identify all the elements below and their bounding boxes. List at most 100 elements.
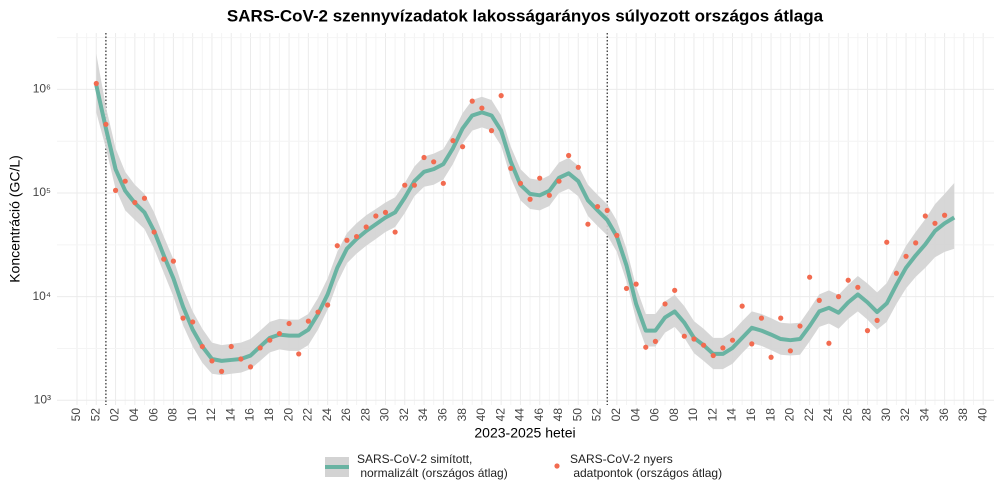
x-tick-label: 12 xyxy=(204,408,218,422)
raw-point xyxy=(585,221,591,227)
x-tick-label: 14 xyxy=(725,408,739,422)
raw-point xyxy=(421,154,427,161)
x-tick-label: 52 xyxy=(590,408,604,422)
raw-point xyxy=(681,333,687,339)
raw-point xyxy=(701,342,707,348)
raw-point xyxy=(257,345,263,351)
raw-point xyxy=(440,180,446,186)
y-axis-title: Koncentráció (GC/L) xyxy=(7,155,23,283)
raw-point xyxy=(797,323,803,329)
raw-point xyxy=(479,105,485,111)
raw-point xyxy=(103,121,109,127)
raw-point xyxy=(527,196,533,202)
x-tick-label: 16 xyxy=(243,408,257,422)
x-tick-label: 06 xyxy=(648,408,662,422)
x-tick-label: 30 xyxy=(378,408,392,422)
x-tick-label: 14 xyxy=(223,408,237,422)
raw-point xyxy=(276,330,283,337)
raw-point xyxy=(122,178,128,184)
raw-point xyxy=(826,340,832,346)
raw-point xyxy=(729,337,736,343)
x-tick-label: 44 xyxy=(513,408,527,422)
raw-point xyxy=(835,294,842,300)
x-axis-title: 2023-2025 hetei xyxy=(474,425,575,441)
raw-point xyxy=(209,358,215,364)
x-tick-label: 26 xyxy=(840,408,854,422)
raw-point xyxy=(488,128,495,134)
x-tick-label: 46 xyxy=(532,408,546,422)
x-tick-label: 18 xyxy=(262,408,276,422)
raw-point xyxy=(633,281,639,287)
y-tick-label: 10⁴ xyxy=(32,289,51,303)
x-tick-label: 40 xyxy=(975,408,989,422)
raw-point xyxy=(180,315,186,321)
raw-point xyxy=(662,301,668,307)
raw-point xyxy=(267,337,273,343)
raw-point xyxy=(141,195,148,201)
raw-point xyxy=(922,213,928,219)
raw-point xyxy=(691,336,697,342)
raw-point xyxy=(768,354,774,360)
raw-point xyxy=(247,364,254,370)
raw-point xyxy=(170,258,176,264)
raw-point xyxy=(450,138,456,144)
raw-point xyxy=(614,232,620,238)
x-tick-label: 36 xyxy=(937,408,951,422)
x-tick-label: 02 xyxy=(108,408,122,422)
raw-point xyxy=(132,199,138,206)
raw-point xyxy=(932,220,938,226)
raw-point xyxy=(238,356,244,362)
raw-point xyxy=(643,344,649,350)
raw-point xyxy=(864,328,871,334)
x-tick-label: 28 xyxy=(860,408,874,422)
raw-point xyxy=(344,237,350,243)
x-tick-label: 08 xyxy=(166,408,180,422)
raw-point xyxy=(778,315,784,321)
raw-point xyxy=(652,338,659,344)
raw-point xyxy=(382,209,389,215)
x-tick-label: 04 xyxy=(127,408,141,422)
raw-point xyxy=(807,274,813,280)
x-tick-label: 04 xyxy=(628,408,642,422)
x-tick-label: 30 xyxy=(879,408,893,422)
raw-point xyxy=(903,253,909,259)
raw-point xyxy=(710,352,716,359)
x-tick-label: 34 xyxy=(917,408,931,422)
y-tick-label: 10³ xyxy=(34,392,51,406)
raw-point xyxy=(758,315,765,321)
raw-point xyxy=(363,224,369,230)
raw-point xyxy=(199,343,205,350)
x-tick-label: 08 xyxy=(667,408,681,422)
raw-point xyxy=(517,180,524,186)
raw-point xyxy=(942,212,948,218)
x-tick-label: 52 xyxy=(88,408,102,422)
x-tick-label: 20 xyxy=(281,408,295,422)
raw-point xyxy=(228,343,234,350)
x-tick-label: 22 xyxy=(802,408,816,422)
raw-point xyxy=(874,317,880,323)
raw-point xyxy=(334,243,340,249)
x-tick-label: 48 xyxy=(551,408,565,422)
x-tick-label: 02 xyxy=(609,408,623,422)
x-tick-label: 50 xyxy=(570,408,584,422)
raw-point xyxy=(315,309,321,315)
x-tick-label: 28 xyxy=(358,408,372,422)
raw-point xyxy=(672,287,678,293)
y-tick-label: 10⁵ xyxy=(33,185,51,199)
raw-point xyxy=(816,297,822,303)
x-tick-label: 18 xyxy=(763,408,777,422)
x-tick-label: 38 xyxy=(956,408,970,422)
raw-point xyxy=(845,277,851,283)
raw-point xyxy=(604,207,610,213)
raw-point xyxy=(749,341,755,347)
x-tick-label: 20 xyxy=(783,408,797,422)
raw-point xyxy=(720,345,726,351)
x-tick-label: 12 xyxy=(705,408,719,422)
raw-point xyxy=(402,182,408,188)
raw-point xyxy=(325,302,331,308)
raw-point xyxy=(151,229,157,235)
raw-point xyxy=(460,144,466,150)
raw-point xyxy=(787,348,793,354)
raw-point xyxy=(884,239,890,245)
